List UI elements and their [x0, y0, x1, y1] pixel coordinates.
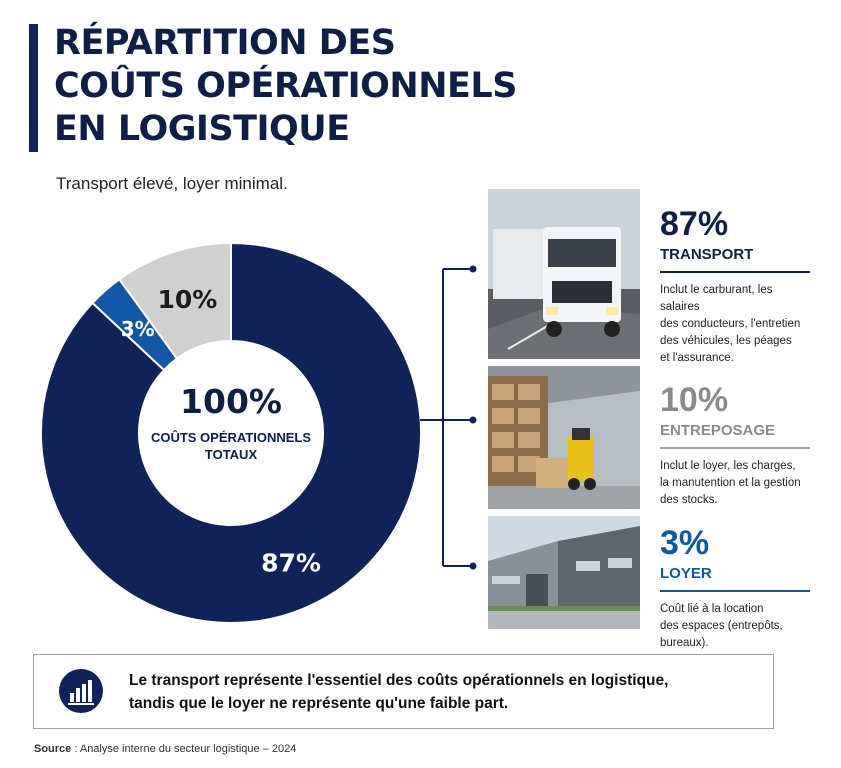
source-note: Source : Analyse interne du secteur logi…	[34, 743, 297, 755]
category-name: LOYER	[660, 565, 810, 592]
transport-truck-photo	[488, 189, 640, 359]
title-line: RÉPARTITION DES	[54, 23, 396, 63]
center-label-line1: COÛTS OPÉRATIONNELS	[151, 430, 311, 445]
category-description: Inclut le carburant, les salaires des con…	[660, 284, 801, 364]
category-loyer: 3% LOYER Coût lié à la location des espac…	[660, 525, 810, 652]
donut-slice-transport	[40, 241, 422, 624]
summary-callout: Le transport représente l'essentiel des …	[33, 654, 774, 729]
category-name: ENTREPOSAGE	[660, 422, 810, 449]
category-description: Coût lié à la location des espaces (entre…	[660, 603, 783, 649]
category-transport: 87% TRANSPORT Inclut le carburant, les s…	[660, 206, 810, 367]
donut-chart: 100% COÛTS OPÉRATIONNELS TOTAUX 87% 3%10%	[40, 241, 477, 624]
slice-data-label: 87%	[261, 548, 321, 577]
title-accent-bar	[29, 24, 38, 152]
category-entreposage: 10% ENTREPOSAGE Inclut le loyer, les cha…	[660, 382, 810, 509]
title-line: EN LOGISTIQUE	[54, 109, 350, 149]
category-percent: 87%	[660, 205, 729, 243]
connector-dot	[469, 416, 477, 424]
connector-dot	[469, 265, 477, 273]
connector-dot	[469, 562, 477, 570]
summary-text: Le transport représente l'essentiel des …	[129, 672, 669, 712]
category-percent: 10%	[660, 381, 729, 419]
warehouse-forklift-photo	[488, 366, 640, 509]
page-title: RÉPARTITION DES COÛTS OPÉRATIONNELS EN L…	[54, 22, 517, 151]
category-name: TRANSPORT	[660, 246, 810, 273]
center-value: 100%	[180, 382, 282, 421]
slice-data-label: 3%	[121, 317, 155, 341]
title-line: COÛTS OPÉRATIONNELS	[54, 66, 517, 106]
center-label-line2: TOTAUX	[205, 447, 258, 462]
donut-slice-entreposage	[117, 241, 232, 360]
subtitle: Transport élevé, loyer minimal.	[56, 174, 288, 193]
category-percent: 3%	[660, 524, 710, 562]
warehouse-building-photo	[488, 516, 640, 629]
slice-data-label: 10%	[158, 285, 218, 314]
bar-chart-icon	[59, 669, 103, 713]
category-description: Inclut le loyer, les charges, la manutent…	[660, 460, 801, 506]
